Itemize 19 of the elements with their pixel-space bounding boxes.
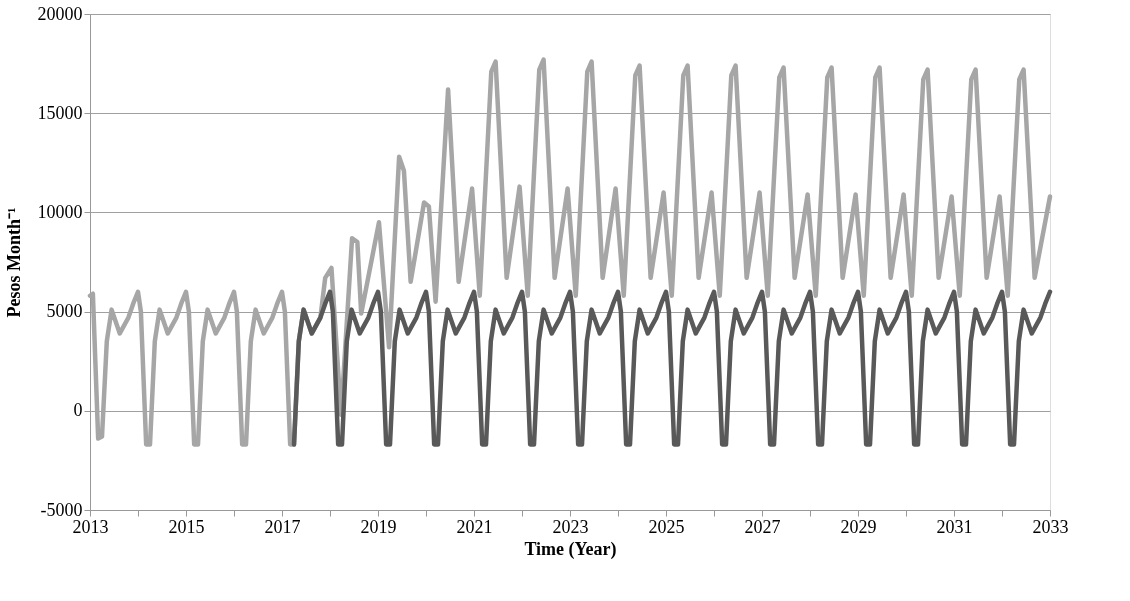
y-tick-label: 10000 [37, 201, 83, 222]
y-tick-label: 15000 [37, 102, 83, 123]
line-series [291, 289, 1053, 447]
x-tick-label: 2021 [456, 516, 493, 537]
x-axis-title: Time (Year) [524, 538, 617, 560]
y-tick-label: 5000 [46, 301, 83, 322]
x-tick-label: 2019 [360, 516, 397, 537]
x-tick-label: 2029 [840, 516, 877, 537]
y-tick-label: 20000 [37, 3, 83, 24]
x-tick-label: 2027 [744, 516, 781, 537]
x-tick-label: 2033 [1032, 516, 1069, 537]
x-tick-label: 2017 [264, 516, 301, 537]
x-tick-label: 2023 [552, 516, 589, 537]
x-tick-label: 2015 [168, 516, 205, 537]
x-tick-label: 2025 [648, 516, 685, 537]
y-axis-title: Pesos Month⁻¹ [3, 207, 24, 318]
x-tick-label: 2031 [936, 516, 973, 537]
y-tick-label: 0 [73, 400, 83, 421]
line-series [87, 57, 1053, 447]
